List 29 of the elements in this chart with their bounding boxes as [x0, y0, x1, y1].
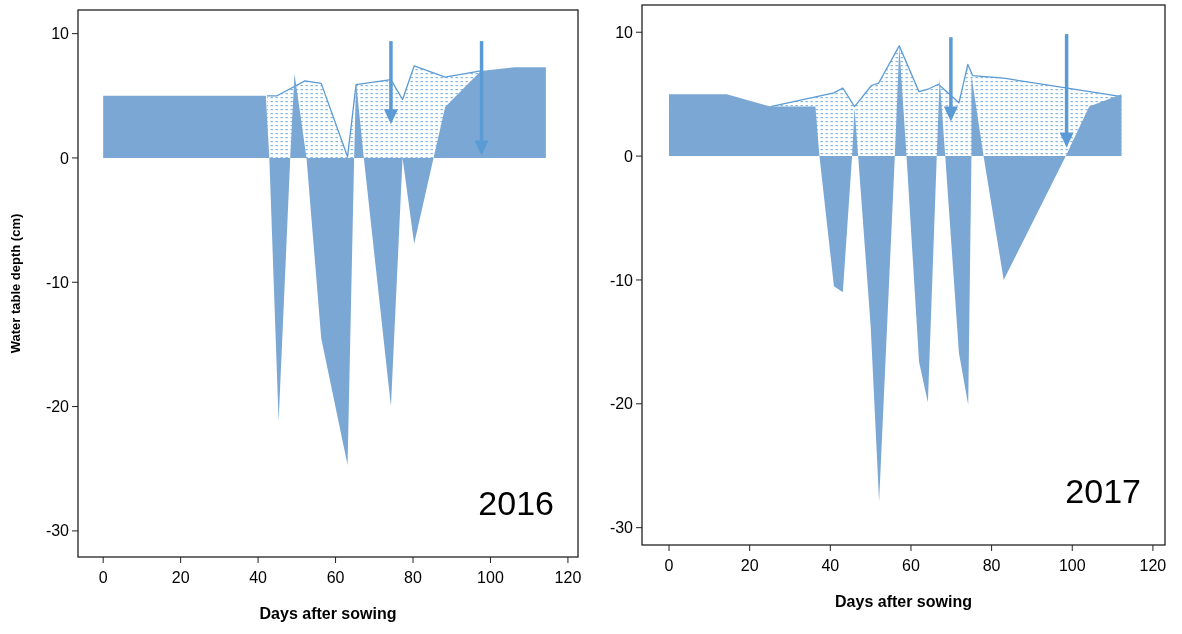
- y-tick-label: -10: [609, 271, 634, 289]
- y-tick-label: -30: [45, 522, 70, 540]
- x-tick-label: 120: [554, 569, 582, 586]
- y-axis-title: Water table depth (cm): [8, 213, 23, 354]
- x-tick-label: 60: [326, 569, 345, 586]
- x-tick-label: 80: [982, 557, 1001, 574]
- x-tick-label: 40: [821, 557, 840, 574]
- x-tick-label: 20: [740, 557, 759, 574]
- x-tick-label: 40: [249, 569, 268, 586]
- x-axis-title: Days after sowing: [259, 605, 397, 622]
- y-tick-label: -10: [45, 273, 70, 291]
- y-tick-label: -20: [609, 395, 634, 413]
- y-tick-label: -20: [45, 398, 70, 416]
- y-tick-label: 0: [624, 147, 634, 165]
- y-tick-label: 10: [615, 23, 634, 41]
- x-tick-label: 0: [98, 569, 108, 586]
- y-tick-label: -30: [609, 519, 634, 537]
- x-tick-label: 120: [1139, 557, 1167, 574]
- annotation: 2017: [1065, 472, 1141, 510]
- x-tick-label: 60: [902, 557, 920, 574]
- x-tick-label: 0: [664, 557, 674, 574]
- x-tick-label: 100: [1058, 557, 1086, 574]
- y-tick-label: 0: [60, 149, 70, 167]
- x-axis-title: Days after sowing: [835, 593, 972, 610]
- x-tick-label: 100: [477, 569, 504, 586]
- x-tick-label: 80: [404, 569, 423, 586]
- y-tick-label: 10: [51, 25, 70, 43]
- annotation: 2016: [478, 484, 554, 522]
- x-tick-label: 20: [171, 569, 190, 586]
